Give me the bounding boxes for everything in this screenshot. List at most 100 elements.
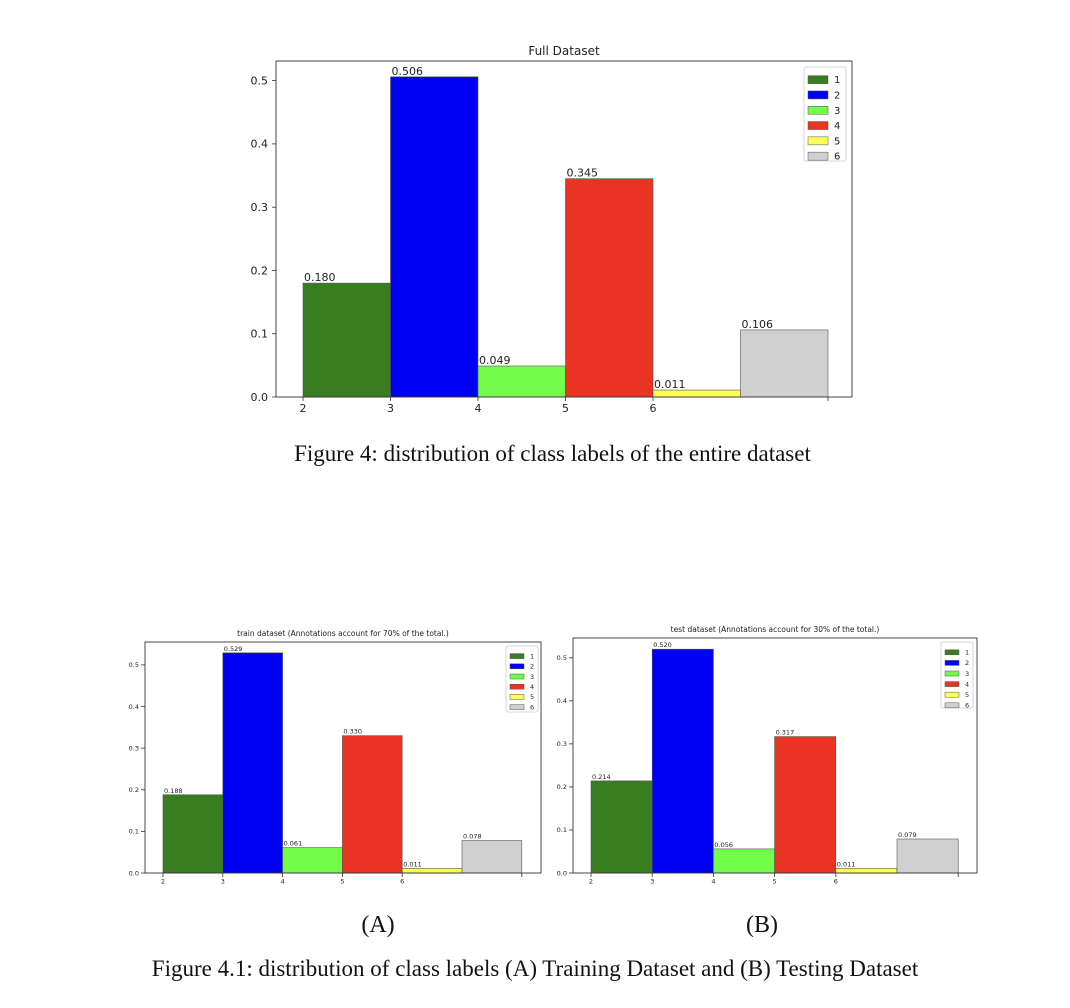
bar-value-label: 0.214 bbox=[592, 773, 611, 781]
legend-swatch-6 bbox=[509, 704, 525, 710]
legend-swatch-6 bbox=[944, 702, 960, 709]
bar-class-5 bbox=[835, 867, 898, 874]
y-tick-label: 0.4 bbox=[557, 697, 567, 705]
y-tick-label: 0.2 bbox=[557, 783, 567, 791]
y-tick-label: 0.0 bbox=[251, 391, 269, 404]
bar-value-label: 0.529 bbox=[224, 645, 243, 653]
bar-value-label: 0.049 bbox=[479, 354, 511, 367]
legend-swatch-5 bbox=[944, 691, 960, 698]
x-tick-label: 6 bbox=[834, 878, 838, 886]
x-tick-label: 4 bbox=[475, 402, 482, 415]
x-tick-label: 5 bbox=[562, 402, 569, 415]
y-tick-label: 0.1 bbox=[129, 828, 139, 836]
legend-swatch-4 bbox=[509, 683, 525, 690]
legend-label-6: 6 bbox=[530, 703, 534, 711]
legend-label-1: 1 bbox=[530, 652, 534, 660]
bar-class-4 bbox=[565, 178, 654, 398]
full-dataset-chart: Full Dataset0.1800.5060.0490.3450.0110.1… bbox=[251, 44, 853, 415]
y-tick-label: 0.5 bbox=[251, 74, 269, 87]
legend-label-4: 4 bbox=[530, 683, 534, 691]
legend-swatch-3 bbox=[807, 106, 829, 115]
bar-value-label: 0.506 bbox=[392, 65, 424, 78]
bar-value-label: 0.188 bbox=[164, 787, 183, 795]
y-tick-label: 0.2 bbox=[251, 264, 269, 277]
bar-value-label: 0.180 bbox=[304, 271, 336, 284]
test-dataset-chart: test dataset (Annotations account for 30… bbox=[557, 625, 978, 886]
chart-title: train dataset (Annotations account for 7… bbox=[237, 629, 449, 638]
bar-class-3 bbox=[477, 365, 566, 398]
y-tick-label: 0.0 bbox=[557, 869, 567, 877]
bar-value-label: 0.056 bbox=[714, 841, 733, 849]
bar-class-4 bbox=[774, 736, 837, 874]
bar-class-1 bbox=[162, 794, 224, 874]
bar-value-label: 0.330 bbox=[343, 728, 362, 736]
legend-swatch-6 bbox=[807, 151, 829, 161]
y-tick-label: 0.3 bbox=[557, 740, 567, 748]
legend-label-4: 4 bbox=[965, 680, 969, 688]
legend-label-6: 6 bbox=[965, 702, 969, 710]
legend-label-3: 3 bbox=[530, 673, 534, 681]
y-tick-label: 0.5 bbox=[557, 654, 567, 662]
legend-swatch-3 bbox=[944, 670, 960, 677]
legend-label-2: 2 bbox=[965, 659, 969, 667]
legend-label-2: 2 bbox=[834, 90, 840, 101]
bar-class-6 bbox=[461, 840, 523, 874]
legend-swatch-4 bbox=[944, 681, 960, 687]
y-tick-label: 0.1 bbox=[557, 826, 567, 834]
x-tick-label: 3 bbox=[650, 878, 654, 886]
bar-class-4 bbox=[342, 735, 403, 874]
legend-swatch-2 bbox=[807, 90, 829, 100]
legend-label-5: 5 bbox=[965, 691, 969, 699]
legend-label-5: 5 bbox=[834, 136, 840, 147]
legend-swatch-1 bbox=[944, 649, 960, 656]
legend-swatch-5 bbox=[807, 136, 829, 146]
legend-swatch-2 bbox=[509, 663, 525, 670]
legend-label-4: 4 bbox=[834, 121, 840, 132]
x-tick-label: 2 bbox=[589, 878, 593, 886]
bar-value-label: 0.520 bbox=[653, 641, 672, 649]
x-tick-label: 4 bbox=[711, 878, 715, 886]
x-tick-label: 5 bbox=[340, 878, 344, 886]
bar-value-label: 0.011 bbox=[837, 860, 856, 868]
legend-swatch-1 bbox=[807, 75, 829, 84]
figure-4-1-caption: Figure 4.1: distribution of class labels… bbox=[151, 956, 919, 981]
x-tick-label: 2 bbox=[161, 878, 165, 886]
plot-frame bbox=[144, 641, 542, 874]
x-tick-label: 6 bbox=[650, 402, 657, 415]
y-tick-label: 0.3 bbox=[129, 744, 139, 752]
bar-value-label: 0.061 bbox=[284, 840, 303, 848]
x-tick-label: 5 bbox=[773, 878, 777, 886]
y-tick-label: 0.5 bbox=[129, 661, 139, 669]
bar-class-5 bbox=[401, 868, 463, 874]
y-tick-label: 0.3 bbox=[251, 201, 269, 214]
bar-value-label: 0.079 bbox=[898, 831, 917, 839]
bar-value-label: 0.317 bbox=[776, 729, 795, 737]
figure-4-caption: Figure 4: distribution of class labels o… bbox=[294, 441, 811, 466]
y-tick-label: 0.2 bbox=[129, 786, 139, 794]
subfigure-a-label: (A) bbox=[361, 912, 395, 938]
bar-class-1 bbox=[590, 780, 653, 874]
legend-swatch-5 bbox=[509, 694, 525, 700]
bar-class-3 bbox=[282, 847, 343, 874]
bar-class-2 bbox=[390, 76, 479, 398]
y-tick-label: 0.1 bbox=[251, 328, 269, 341]
legend-label-2: 2 bbox=[530, 663, 534, 671]
legend-label-1: 1 bbox=[834, 75, 840, 86]
legend-swatch-3 bbox=[509, 673, 525, 680]
legend-label-1: 1 bbox=[965, 649, 969, 657]
train-dataset-chart: train dataset (Annotations account for 7… bbox=[129, 629, 542, 886]
legend-swatch-2 bbox=[944, 660, 960, 666]
x-tick-label: 3 bbox=[221, 878, 225, 886]
y-tick-label: 0.4 bbox=[251, 138, 269, 151]
y-tick-label: 0.0 bbox=[129, 869, 139, 877]
legend-label-5: 5 bbox=[530, 693, 534, 701]
bar-value-label: 0.011 bbox=[654, 378, 686, 391]
bar-value-label: 0.078 bbox=[463, 833, 482, 841]
x-tick-label: 3 bbox=[387, 402, 394, 415]
legend-label-6: 6 bbox=[834, 152, 840, 163]
bar-value-label: 0.011 bbox=[403, 860, 422, 868]
plot-frame bbox=[275, 60, 853, 398]
x-tick-label: 4 bbox=[281, 878, 285, 886]
bar-class-5 bbox=[652, 389, 741, 398]
legend-label-3: 3 bbox=[834, 106, 840, 117]
